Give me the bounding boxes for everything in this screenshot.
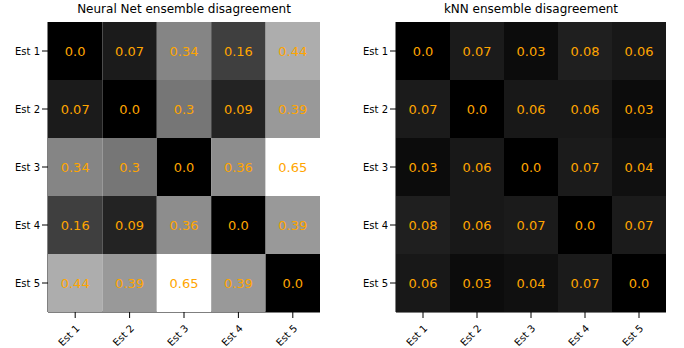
svg-text:Est 4: Est 4 (363, 220, 388, 231)
svg-text:0.44: 0.44 (61, 276, 90, 291)
svg-text:0.09: 0.09 (224, 102, 253, 117)
svg-text:0.03: 0.03 (409, 160, 438, 175)
svg-text:0.36: 0.36 (170, 218, 199, 233)
svg-text:Est 4: Est 4 (219, 323, 244, 348)
svg-text:0.39: 0.39 (278, 218, 307, 233)
svg-text:Est 3: Est 3 (165, 323, 190, 348)
svg-text:0.06: 0.06 (517, 102, 546, 117)
svg-text:0.04: 0.04 (517, 276, 546, 291)
svg-text:0.03: 0.03 (625, 102, 654, 117)
svg-text:0.0: 0.0 (228, 218, 249, 233)
svg-text:0.08: 0.08 (409, 218, 438, 233)
svg-text:Est 2: Est 2 (15, 104, 40, 115)
svg-text:0.0: 0.0 (575, 218, 596, 233)
svg-text:0.08: 0.08 (571, 44, 600, 59)
svg-text:Est 3: Est 3 (363, 162, 388, 173)
svg-text:0.0: 0.0 (282, 276, 303, 291)
svg-text:0.0: 0.0 (119, 102, 140, 117)
svg-text:0.34: 0.34 (61, 160, 90, 175)
svg-text:Est 3: Est 3 (15, 162, 40, 173)
svg-text:0.06: 0.06 (409, 276, 438, 291)
svg-text:0.07: 0.07 (625, 218, 654, 233)
svg-text:0.65: 0.65 (278, 160, 307, 175)
svg-text:0.16: 0.16 (61, 218, 90, 233)
svg-text:0.06: 0.06 (463, 160, 492, 175)
svg-text:Est 2: Est 2 (363, 104, 388, 115)
svg-text:0.06: 0.06 (625, 44, 654, 59)
svg-text:Est 2: Est 2 (111, 323, 136, 348)
svg-text:Est 5: Est 5 (15, 278, 40, 289)
svg-text:0.07: 0.07 (115, 44, 144, 59)
svg-text:0.07: 0.07 (571, 276, 600, 291)
svg-text:0.07: 0.07 (463, 44, 492, 59)
svg-text:0.36: 0.36 (224, 160, 253, 175)
svg-text:0.03: 0.03 (517, 44, 546, 59)
svg-text:Est 4: Est 4 (566, 323, 591, 348)
svg-text:0.07: 0.07 (409, 102, 438, 117)
svg-text:0.04: 0.04 (625, 160, 654, 175)
svg-text:Est 3: Est 3 (512, 323, 537, 348)
svg-text:Est 2: Est 2 (458, 323, 483, 348)
svg-text:Est 1: Est 1 (363, 46, 388, 57)
svg-text:0.0: 0.0 (174, 160, 195, 175)
svg-text:0.39: 0.39 (224, 276, 253, 291)
svg-text:0.07: 0.07 (61, 102, 90, 117)
svg-text:0.34: 0.34 (170, 44, 199, 59)
svg-text:0.16: 0.16 (224, 44, 253, 59)
svg-text:Est 5: Est 5 (274, 323, 299, 348)
svg-text:0.07: 0.07 (571, 160, 600, 175)
svg-text:Est 5: Est 5 (620, 323, 645, 348)
svg-text:0.39: 0.39 (278, 102, 307, 117)
svg-text:0.39: 0.39 (115, 276, 144, 291)
svg-text:0.3: 0.3 (174, 102, 195, 117)
html-text:kNN ensemble disagreement: kNN ensemble disagreement (443, 2, 619, 16)
svg-text:0.06: 0.06 (571, 102, 600, 117)
svg-text:0.65: 0.65 (170, 276, 199, 291)
svg-text:Est 5: Est 5 (363, 278, 388, 289)
svg-text:0.09: 0.09 (115, 218, 144, 233)
svg-text:Est 1: Est 1 (404, 323, 429, 348)
html-text:Neural Net ensemble disagreeme: Neural Net ensemble disagreement (77, 2, 291, 16)
svg-text:0.0: 0.0 (629, 276, 650, 291)
svg-text:0.0: 0.0 (521, 160, 542, 175)
svg-text:0.07: 0.07 (517, 218, 546, 233)
svg-text:Est 4: Est 4 (15, 220, 40, 231)
svg-text:0.44: 0.44 (278, 44, 307, 59)
svg-text:0.3: 0.3 (119, 160, 140, 175)
svg-text:Est 1: Est 1 (15, 46, 40, 57)
svg-text:0.03: 0.03 (463, 276, 492, 291)
svg-text:0.0: 0.0 (65, 44, 86, 59)
svg-text:0.0: 0.0 (467, 102, 488, 117)
svg-text:0.06: 0.06 (463, 218, 492, 233)
svg-text:Est 1: Est 1 (56, 323, 81, 348)
svg-text:0.0: 0.0 (413, 44, 434, 59)
